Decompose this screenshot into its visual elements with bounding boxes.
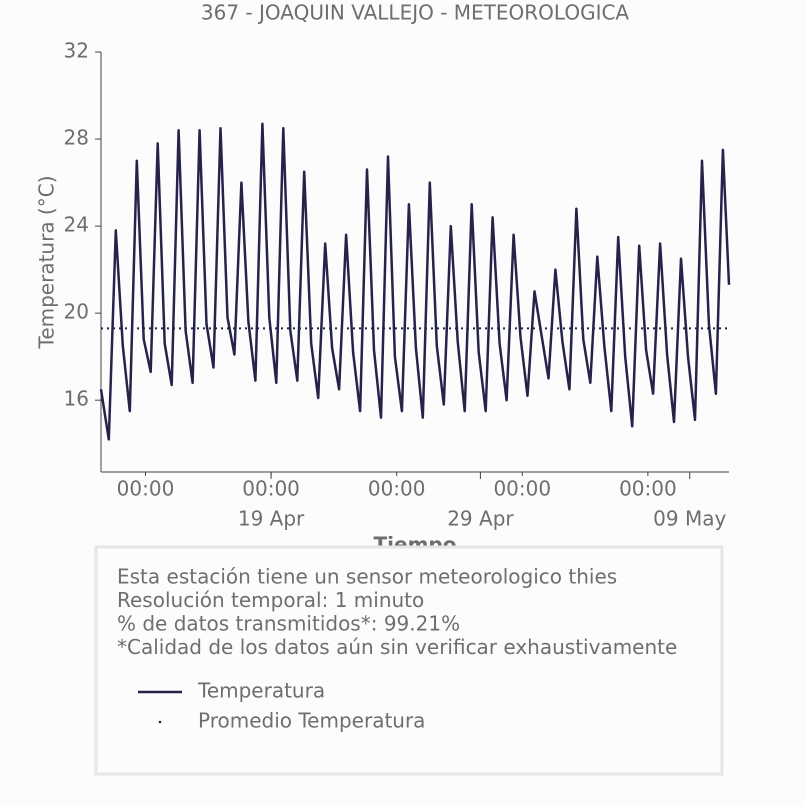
info-line: Esta estación tiene un sensor meteorolog… [117,565,617,589]
x-tick-label: 00:00 [242,477,300,501]
y-tick-label: 32 [64,39,89,63]
info-line: % de datos transmitidos*: 99.21% [117,612,460,636]
legend-label: Temperatura [197,679,325,703]
x-tick-label: 00:00 [619,477,677,501]
y-tick-label: 20 [64,300,89,324]
x-tick-label: 00:00 [493,477,551,501]
info-box [94,545,724,776]
info-line: Resolución temporal: 1 minuto [117,588,424,612]
y-tick-label: 16 [64,387,89,411]
series-line [99,122,731,441]
x-tick-label: 00:00 [368,477,426,501]
x-major-tick-label: 29 Apr [447,507,514,531]
y-axis-label: Temperatura (°C) [35,175,59,349]
x-major-tick-label: 09 May [653,507,726,531]
x-tick-label: 00:00 [117,477,175,501]
x-major-tick-label: 19 Apr [238,507,305,531]
info-line: *Calidad de los datos aún sin verificar … [117,635,677,659]
legend-label: Promedio Temperatura [198,709,425,733]
chart-title: 367 - JOAQUIN VALLEJO - METEOROLOGICA [201,1,630,25]
y-tick-label: 24 [64,213,89,237]
legend-swatch [158,720,162,724]
y-tick-label: 28 [64,126,89,150]
